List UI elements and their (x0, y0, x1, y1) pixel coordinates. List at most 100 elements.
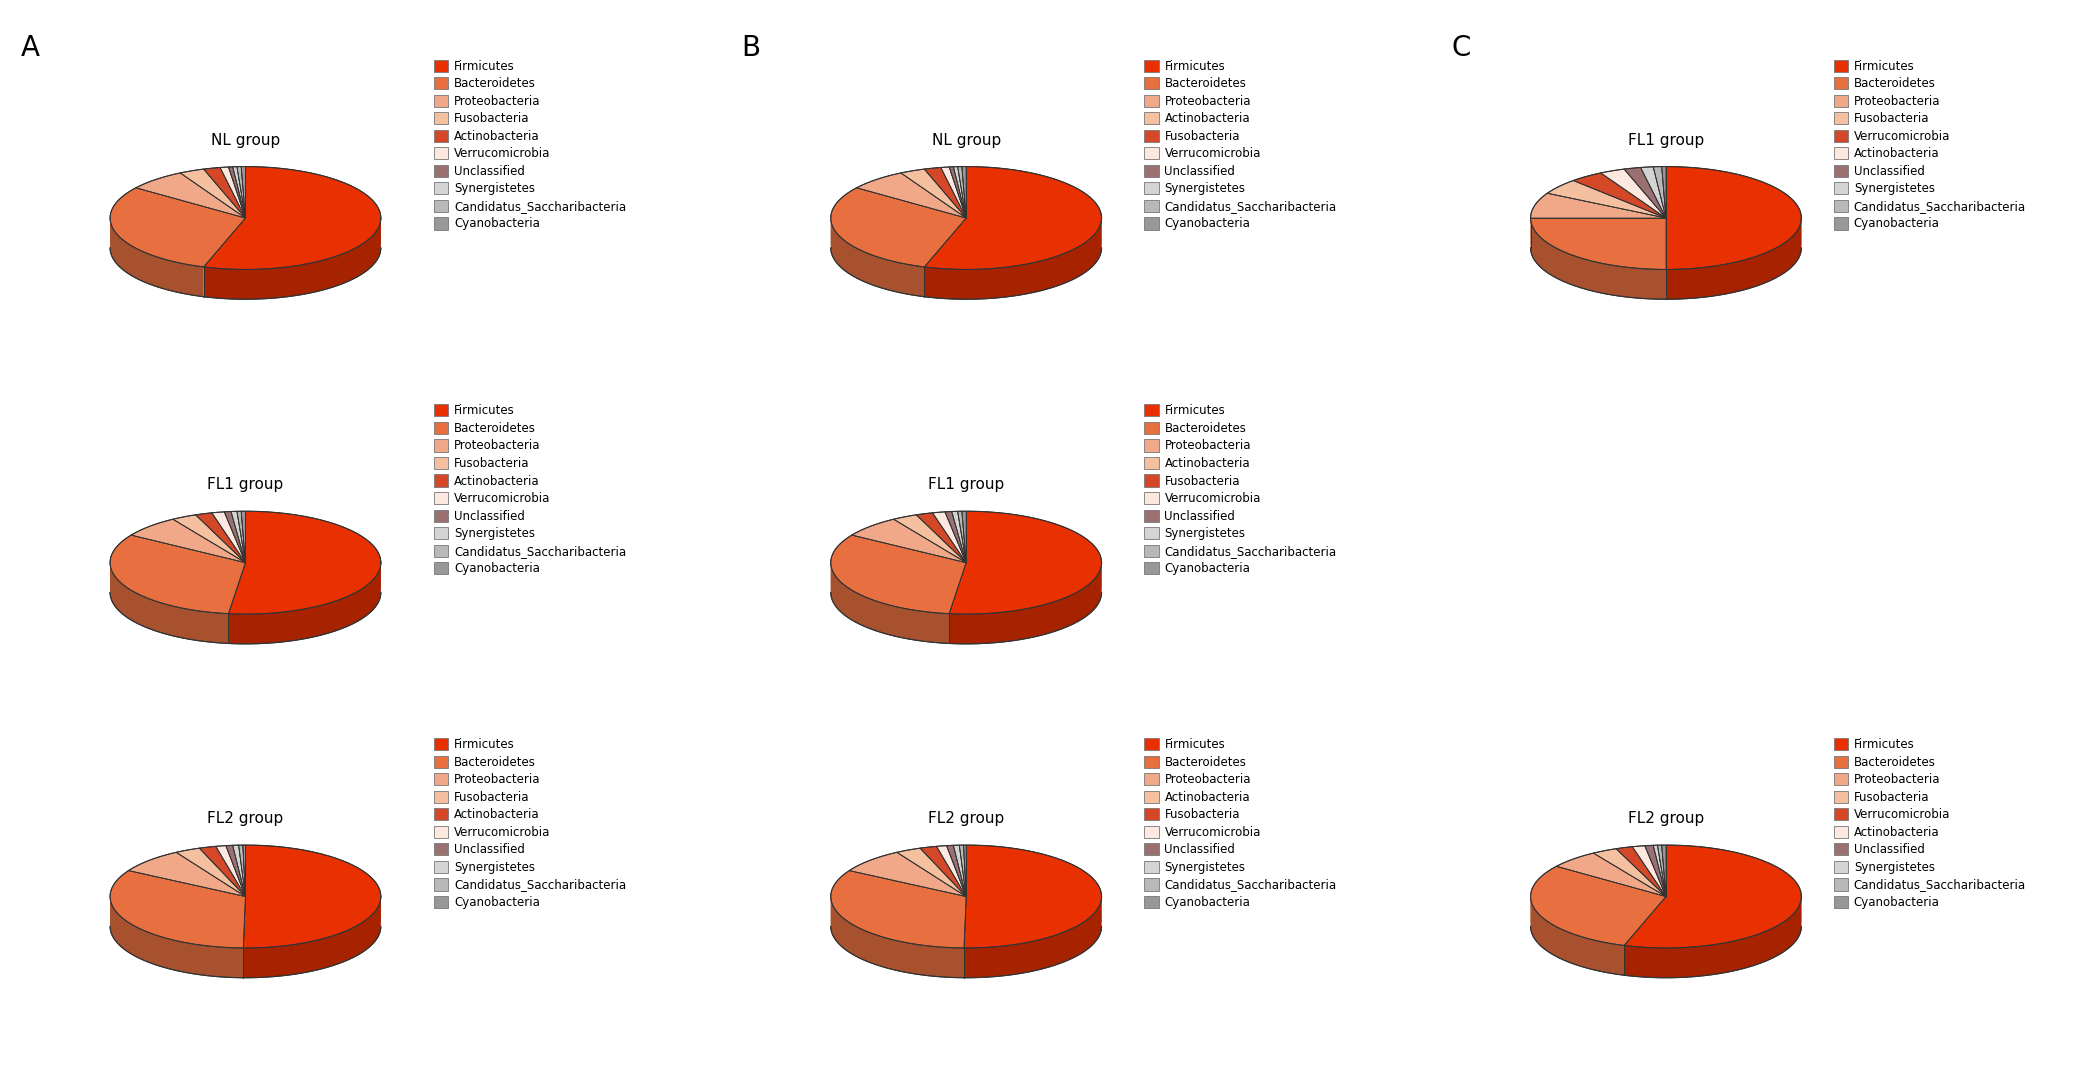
Polygon shape (959, 845, 965, 896)
Polygon shape (923, 219, 1101, 299)
Polygon shape (896, 849, 919, 882)
Polygon shape (1594, 849, 1617, 883)
Polygon shape (173, 515, 196, 549)
Text: FL1 group: FL1 group (207, 477, 284, 492)
Polygon shape (946, 845, 965, 896)
Polygon shape (1556, 853, 1667, 896)
Text: FL2 group: FL2 group (207, 811, 284, 826)
Polygon shape (944, 512, 953, 542)
Polygon shape (232, 167, 236, 197)
Polygon shape (130, 852, 175, 900)
Polygon shape (1652, 167, 1667, 218)
Polygon shape (228, 563, 380, 644)
Polygon shape (946, 845, 953, 876)
Polygon shape (111, 187, 244, 267)
Polygon shape (963, 845, 967, 896)
Polygon shape (203, 168, 244, 218)
Polygon shape (894, 515, 917, 549)
Polygon shape (850, 852, 896, 900)
Polygon shape (1661, 167, 1667, 218)
Polygon shape (1573, 173, 1667, 218)
Polygon shape (831, 870, 965, 948)
Polygon shape (944, 512, 965, 562)
Polygon shape (1623, 168, 1640, 199)
Polygon shape (831, 187, 965, 267)
Legend: Firmicutes, Bacteroidetes, Proteobacteria, Actinobacteria, Fusobacteria, Verruco: Firmicutes, Bacteroidetes, Proteobacteri… (1145, 59, 1337, 230)
Polygon shape (175, 849, 244, 896)
Polygon shape (180, 169, 203, 202)
Polygon shape (215, 845, 244, 896)
Polygon shape (1644, 845, 1652, 876)
Polygon shape (953, 845, 965, 896)
Polygon shape (242, 845, 380, 948)
Polygon shape (963, 897, 1101, 978)
Polygon shape (1548, 181, 1667, 218)
Polygon shape (1632, 845, 1667, 896)
Polygon shape (961, 512, 967, 562)
Polygon shape (240, 167, 244, 218)
Polygon shape (831, 897, 963, 978)
Polygon shape (923, 168, 965, 218)
Polygon shape (228, 167, 244, 218)
Polygon shape (965, 845, 1101, 926)
Polygon shape (852, 519, 894, 564)
Polygon shape (1623, 845, 1801, 948)
Polygon shape (831, 219, 923, 297)
Polygon shape (232, 512, 244, 562)
Polygon shape (130, 852, 244, 896)
Polygon shape (1617, 847, 1667, 896)
Polygon shape (963, 845, 1101, 948)
Polygon shape (963, 845, 967, 875)
Polygon shape (1623, 897, 1801, 978)
Polygon shape (232, 167, 244, 218)
Polygon shape (1548, 181, 1573, 223)
Polygon shape (240, 512, 247, 541)
Polygon shape (1623, 168, 1667, 218)
Polygon shape (226, 845, 244, 896)
Polygon shape (238, 845, 242, 875)
Polygon shape (1600, 169, 1667, 218)
Polygon shape (1531, 866, 1667, 946)
Polygon shape (953, 167, 957, 197)
Polygon shape (236, 167, 240, 196)
Polygon shape (831, 562, 948, 643)
Polygon shape (219, 167, 228, 197)
Polygon shape (232, 845, 244, 896)
Polygon shape (923, 167, 1101, 269)
Polygon shape (238, 845, 244, 896)
Polygon shape (136, 173, 180, 218)
Polygon shape (1531, 897, 1623, 976)
Polygon shape (1652, 167, 1661, 197)
Polygon shape (831, 535, 965, 614)
Polygon shape (1661, 845, 1667, 896)
Polygon shape (1652, 845, 1657, 876)
Polygon shape (831, 535, 852, 592)
Polygon shape (226, 845, 232, 876)
Polygon shape (965, 167, 1101, 248)
Polygon shape (894, 515, 965, 562)
Polygon shape (1657, 845, 1661, 875)
Text: NL group: NL group (211, 132, 280, 148)
Polygon shape (1640, 167, 1667, 218)
Polygon shape (196, 513, 211, 545)
Legend: Firmicutes, Bacteroidetes, Proteobacteria, Fusobacteria, Verrucomicrobia, Actino: Firmicutes, Bacteroidetes, Proteobacteri… (1834, 738, 2026, 909)
Polygon shape (959, 845, 963, 875)
Polygon shape (1661, 845, 1667, 875)
Polygon shape (236, 512, 240, 541)
Polygon shape (203, 219, 380, 299)
Polygon shape (900, 169, 965, 218)
Polygon shape (224, 512, 244, 562)
Polygon shape (1667, 845, 1801, 926)
Polygon shape (240, 167, 244, 196)
Polygon shape (1667, 167, 1801, 248)
Polygon shape (1531, 193, 1548, 248)
Polygon shape (856, 173, 900, 218)
Polygon shape (228, 167, 232, 197)
Polygon shape (1531, 218, 1667, 299)
Polygon shape (236, 512, 244, 562)
Polygon shape (831, 870, 850, 926)
Polygon shape (1556, 853, 1594, 896)
Polygon shape (203, 168, 219, 199)
Polygon shape (215, 845, 226, 876)
Polygon shape (219, 167, 244, 218)
